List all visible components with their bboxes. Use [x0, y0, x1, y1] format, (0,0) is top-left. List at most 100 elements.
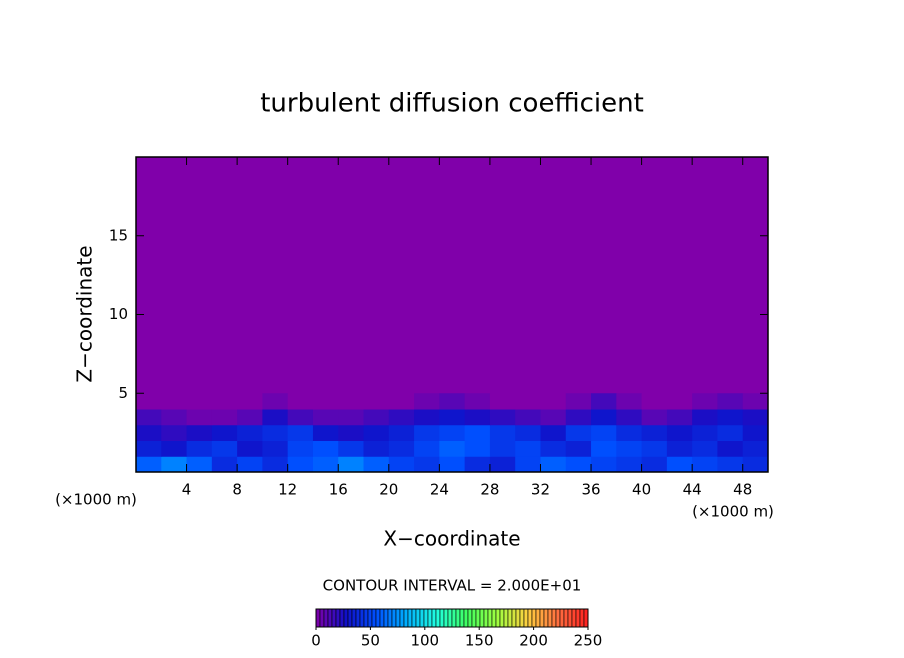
field-cell [540, 409, 567, 426]
colorbar-tick-label: 150 [465, 632, 494, 650]
colorbar-swatch [411, 608, 417, 628]
colorbar-swatch [451, 608, 457, 628]
field-cell [565, 409, 592, 426]
x-tick-label: 12 [278, 481, 297, 499]
colorbar-swatch [371, 608, 377, 628]
field-cell [692, 456, 718, 473]
colorbar-swatch [431, 608, 437, 628]
field-cell [287, 456, 314, 473]
field-cell [540, 424, 567, 441]
field-cell [616, 424, 643, 441]
field-cell [136, 440, 162, 457]
field-cell [742, 440, 769, 457]
field-cell [591, 456, 617, 473]
colorbar-swatch [351, 608, 357, 628]
field-cell [414, 393, 440, 410]
x-tick-label: 36 [581, 481, 600, 499]
colorbar-swatch [335, 608, 341, 628]
field-cell [464, 456, 491, 473]
field-cell [692, 424, 718, 441]
field-cell [186, 409, 213, 426]
colorbar-swatch [511, 608, 517, 628]
colorbar-swatch [507, 608, 513, 628]
field-cell [388, 409, 415, 426]
field-cell [161, 424, 188, 441]
colorbar-swatch [547, 608, 553, 628]
field-cell [262, 409, 289, 426]
field-cell [363, 393, 390, 410]
x-tick-label: 24 [430, 481, 449, 499]
field-cell [641, 409, 668, 426]
field-cell [692, 409, 718, 426]
field-cell [439, 424, 466, 441]
y-tick-label: 15 [109, 226, 128, 244]
colorbar-swatch [579, 608, 585, 628]
x-tick-label: 48 [733, 481, 752, 499]
colorbar-swatch [423, 608, 429, 628]
field-cell [388, 393, 415, 410]
colorbar-swatch [583, 608, 589, 628]
colorbar-swatch [435, 608, 441, 628]
field-cell [262, 440, 289, 457]
x-unit-label: (×1000 m) [692, 503, 774, 521]
x-axis-label: X−coordinate [383, 527, 520, 551]
field-cell [211, 393, 238, 410]
colorbar-swatch [439, 608, 445, 628]
field-cell [363, 409, 390, 426]
colorbar-swatch [535, 608, 541, 628]
colorbar-swatch [531, 608, 537, 628]
field-cell [515, 456, 541, 473]
field-cell [666, 409, 693, 426]
field-cell [414, 409, 440, 426]
colorbar-swatch [383, 608, 389, 628]
field-cell [717, 424, 744, 441]
field-cell [591, 409, 617, 426]
field-cell [641, 456, 668, 473]
x-tick-label: 32 [531, 481, 550, 499]
y-tick-label: 10 [109, 305, 128, 323]
y-axis-label: Z−coordinate [73, 245, 97, 382]
colorbar-swatch [559, 608, 565, 628]
x-tick-label: 44 [683, 481, 702, 499]
colorbar-swatch [323, 608, 329, 628]
field-cell [338, 393, 365, 410]
colorbar-swatch [331, 608, 337, 628]
field-cell [540, 440, 567, 457]
field-cell [312, 409, 339, 426]
field-cell [161, 409, 188, 426]
field-cell [439, 440, 466, 457]
field-cell [161, 440, 188, 457]
colorbar-swatch [315, 608, 321, 628]
colorbar-swatch [543, 608, 549, 628]
field-cell [717, 440, 744, 457]
colorbar-swatch [399, 608, 405, 628]
field-cell [414, 440, 440, 457]
field-cell [489, 409, 516, 426]
field-cell [515, 424, 541, 441]
field-cell [287, 393, 314, 410]
field-cell [237, 456, 263, 473]
field-cell [414, 424, 440, 441]
field-cell [540, 393, 567, 410]
field-cell [186, 440, 213, 457]
field-cell [742, 393, 769, 410]
field-cell [489, 456, 516, 473]
field-cell [414, 456, 440, 473]
colorbar-swatch [519, 608, 525, 628]
field-cell [616, 393, 643, 410]
field-cell [489, 440, 516, 457]
colorbar-swatch [475, 608, 481, 628]
field-cell [565, 440, 592, 457]
chart-title: turbulent diffusion coefficient [260, 89, 644, 119]
colorbar-swatch [571, 608, 577, 628]
field-cell [464, 424, 491, 441]
field-cell [211, 440, 238, 457]
colorbar-swatch [563, 608, 569, 628]
field-cell [211, 424, 238, 441]
colorbar-swatch [495, 608, 501, 628]
colorbar-swatch [403, 608, 409, 628]
colorbar-swatch [467, 608, 473, 628]
colorbar-swatch [407, 608, 413, 628]
colorbar-swatch [415, 608, 421, 628]
